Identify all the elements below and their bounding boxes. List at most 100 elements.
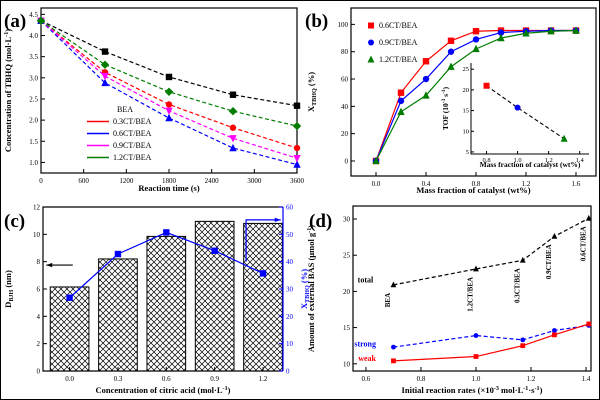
svg-text:25: 25 [463,66,470,73]
svg-text:1.2CT/BEA: 1.2CT/BEA [467,277,475,312]
svg-text:strong: strong [354,339,376,348]
svg-text:2: 2 [37,340,41,348]
svg-text:(d): (d) [309,211,332,232]
svg-text:0.0: 0.0 [65,375,74,383]
svg-text:1.5: 1.5 [29,138,38,146]
svg-text:40: 40 [286,258,294,266]
svg-text:10: 10 [286,340,294,348]
svg-text:0.8: 0.8 [472,180,481,188]
svg-text:1200: 1200 [119,177,134,185]
svg-text:Initial reaction rates (×10-3: Initial reaction rates (×10-3 mol·L-1·s-… [402,385,543,395]
panel-d: 0.6 0.8 1.0 1.2 1.4 10 15 20 25 30 Initial reactio… [306,205,592,395]
svg-text:2.0: 2.0 [29,117,38,125]
svg-text:12: 12 [33,204,41,212]
svg-text:0: 0 [39,177,43,185]
svg-text:0.9CT/BEA: 0.9CT/BEA [113,141,152,150]
svg-text:1.2: 1.2 [545,157,553,164]
svg-text:0: 0 [37,368,41,376]
svg-text:40: 40 [341,103,349,111]
svg-text:XTBHQ (%): XTBHQ (%) [299,269,311,309]
svg-text:1.0: 1.0 [514,157,522,164]
svg-text:Amount of external BAS (μmol g: Amount of external BAS (μmol g-1) [306,225,316,352]
svg-text:Concentration of citric acid (: Concentration of citric acid (mol·L-1) [96,385,231,395]
svg-text:0.8: 0.8 [417,375,426,383]
svg-text:1.0: 1.0 [29,159,38,167]
svg-text:1.4: 1.4 [582,375,591,383]
svg-text:0.3CT/BEA: 0.3CT/BEA [113,117,152,126]
svg-text:1.2: 1.2 [527,375,536,383]
svg-text:2.5: 2.5 [29,95,38,103]
svg-text:0.9: 0.9 [210,375,219,383]
svg-text:0.6CT/BEA: 0.6CT/BEA [113,129,152,138]
svg-text:3000: 3000 [247,177,262,185]
svg-text:80: 80 [341,48,349,56]
svg-text:0.6CT/BEA: 0.6CT/BEA [379,21,418,30]
svg-text:50: 50 [286,231,294,239]
svg-text:10: 10 [343,360,351,368]
svg-text:60: 60 [341,76,349,84]
svg-text:15: 15 [343,324,351,332]
svg-text:20: 20 [286,313,294,321]
svg-text:60: 60 [286,204,294,212]
panel-a: 0 600 1200 1800 2400 3000 3600 1.0 1.5 2.0 2.5 3.0 3… [3,7,305,193]
svg-text:2400: 2400 [205,177,220,185]
svg-text:total: total [358,276,374,285]
svg-text:Concentration of TBHQ (mol·L-1: Concentration of TBHQ (mol·L-1) [3,29,13,152]
svg-text:1.0: 1.0 [472,375,481,383]
svg-text:0.6: 0.6 [362,375,371,383]
svg-text:Reaction time (s): Reaction time (s) [138,183,200,193]
svg-text:4.5: 4.5 [29,11,38,19]
panel-c: 0.0 0.3 0.6 0.9 1.2 0 2 4 6 8 10 12 0 10 20 30 40 50 60 Con… [3,204,311,396]
svg-text:0.3CT/BEA: 0.3CT/BEA [513,268,521,303]
svg-text:3.5: 3.5 [29,53,38,61]
svg-text:0.0: 0.0 [372,180,381,188]
svg-text:600: 600 [78,177,89,185]
svg-text:15: 15 [463,108,470,115]
svg-text:(c): (c) [4,211,25,232]
svg-text:DBJH (nm): DBJH (nm) [3,270,15,308]
svg-text:0.6: 0.6 [162,375,171,383]
svg-text:weak: weak [358,354,376,363]
panel-b: 0.0 0.4 0.8 1.2 1.6 0 20 40 60 80 100 Mass fraction… [306,7,597,195]
svg-text:1.2CT/BEA: 1.2CT/BEA [113,153,152,162]
svg-text:Mass fraction of catalyst (wt%: Mass fraction of catalyst (wt%) [480,160,581,169]
svg-text:3.0: 3.0 [29,74,38,82]
svg-text:4.0: 4.0 [29,32,38,40]
svg-text:20: 20 [463,87,470,94]
svg-text:100: 100 [338,21,349,29]
svg-text:0.8: 0.8 [482,157,490,164]
svg-text:8: 8 [37,258,41,266]
svg-text:1.2CT/BEA: 1.2CT/BEA [379,55,418,64]
svg-text:30: 30 [286,286,294,294]
svg-text:20: 20 [343,288,351,296]
svg-text:25: 25 [343,252,351,260]
svg-text:XTBHQ (%): XTBHQ (%) [306,72,318,112]
svg-text:0.9CT/BEA: 0.9CT/BEA [545,244,553,279]
svg-text:BEA: BEA [384,293,392,307]
svg-text:1800: 1800 [162,177,177,185]
svg-text:0: 0 [345,157,349,165]
svg-text:0.3: 0.3 [114,375,123,383]
svg-text:30: 30 [343,216,351,224]
svg-text:1.4: 1.4 [576,157,585,164]
svg-text:3600: 3600 [290,177,305,185]
svg-text:1.6: 1.6 [572,180,581,188]
svg-text:0.4: 0.4 [422,180,431,188]
svg-text:20: 20 [341,130,349,138]
svg-text:1.2: 1.2 [259,375,268,383]
svg-text:BEA: BEA [117,105,133,114]
svg-text:(a): (a) [4,11,26,32]
svg-text:0.9CT/BEA: 0.9CT/BEA [379,38,418,47]
svg-text:(b): (b) [305,11,328,32]
svg-text:TOF (10-3 s-1): TOF (10-3 s-1) [441,86,450,130]
svg-text:10: 10 [33,231,41,239]
svg-text:6: 6 [37,286,41,294]
svg-text:Mass fraction of catalyst (wt%: Mass fraction of catalyst (wt%) [416,185,530,195]
svg-text:1.2: 1.2 [522,180,531,188]
svg-text:5: 5 [466,149,469,156]
svg-text:10: 10 [463,128,470,135]
svg-text:0: 0 [286,368,290,376]
svg-text:0.6CT/BEA: 0.6CT/BEA [579,226,587,261]
